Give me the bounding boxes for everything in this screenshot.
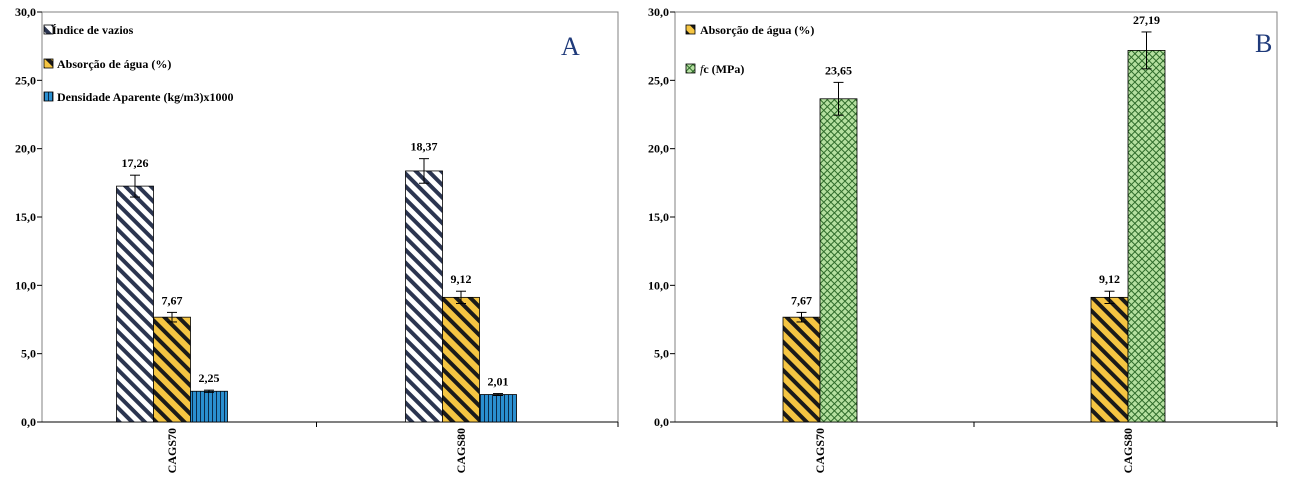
data-label: 23,65 bbox=[825, 63, 852, 77]
data-label: 27,19 bbox=[1133, 13, 1160, 27]
y-tick-label: 20,0 bbox=[648, 142, 669, 156]
y-tick-label: 5,0 bbox=[654, 347, 669, 361]
legend-label-densidade: Densidade Aparente (kg/m3)x1000 bbox=[57, 90, 233, 104]
bar bbox=[1090, 296, 1129, 423]
data-label: 2,25 bbox=[199, 371, 220, 385]
y-tick-label: 5,0 bbox=[21, 347, 36, 361]
legend-label-absorcao-b: Absorção de água (%) bbox=[700, 23, 814, 37]
y-tick-label: 0,0 bbox=[654, 415, 669, 429]
y-tick-label: 20,0 bbox=[15, 142, 36, 156]
data-label: 17,26 bbox=[122, 156, 149, 170]
y-tick-label: 30,0 bbox=[648, 5, 669, 19]
y-tick-label: 30,0 bbox=[15, 5, 36, 19]
data-label: 9,12 bbox=[1099, 272, 1120, 286]
bar bbox=[405, 170, 443, 423]
y-tick-label: 15,0 bbox=[15, 210, 36, 224]
data-label: 9,12 bbox=[451, 272, 472, 286]
bar bbox=[1127, 50, 1166, 423]
y-tick-label: 0,0 bbox=[21, 415, 36, 429]
panel-a-label: A bbox=[561, 32, 580, 61]
panel-a-legend: Índice de vazios Absorção de água (%) De… bbox=[43, 23, 233, 104]
bar bbox=[116, 185, 154, 423]
x-tick-label: CAGS70 bbox=[813, 428, 827, 473]
y-tick-label: 10,0 bbox=[648, 278, 669, 292]
x-tick-label: CAGS80 bbox=[1121, 428, 1135, 473]
legend-label-absorcao: Absorção de água (%) bbox=[57, 57, 171, 71]
panel-b-legend: Absorção de água (%) fc (MPa) bbox=[685, 23, 814, 76]
bar bbox=[153, 316, 191, 423]
bar bbox=[442, 296, 480, 423]
bar bbox=[190, 390, 228, 423]
panel-a: 0,0 5,0 10,0 15,0 20,0 25,0 30,0 CAGS70 17,26 7,6… bbox=[15, 5, 619, 473]
bar bbox=[819, 98, 858, 423]
legend-swatch-densidade bbox=[43, 91, 54, 102]
legend-swatch-absorcao-b bbox=[685, 24, 696, 35]
data-label: 7,67 bbox=[791, 293, 812, 307]
panel-b-plot-border bbox=[674, 11, 1278, 423]
x-tick-label: CAGS70 bbox=[165, 428, 179, 473]
y-tick-label: 25,0 bbox=[15, 73, 36, 87]
data-label: 2,01 bbox=[488, 375, 509, 389]
x-tick-label: CAGS80 bbox=[454, 428, 468, 473]
legend-swatch-indice-vazios bbox=[43, 24, 54, 35]
y-tick-label: 15,0 bbox=[648, 210, 669, 224]
legend-label-fc: fc (MPa) bbox=[700, 62, 744, 76]
y-tick-label: 25,0 bbox=[648, 73, 669, 87]
legend-label-indice-vazios: Índice de vazios bbox=[52, 23, 134, 37]
panel-b: 0,0 5,0 10,0 15,0 20,0 25,0 30,0 CAGS70 7,67 23,6… bbox=[648, 5, 1278, 473]
data-label: 18,37 bbox=[411, 140, 438, 154]
y-tick-label: 10,0 bbox=[15, 278, 36, 292]
legend-swatch-absorcao bbox=[43, 58, 54, 69]
bar bbox=[782, 316, 821, 423]
data-label: 7,67 bbox=[162, 293, 183, 307]
panel-b-label: B bbox=[1255, 29, 1272, 58]
bar bbox=[479, 394, 517, 423]
legend-swatch-fc bbox=[685, 63, 696, 74]
